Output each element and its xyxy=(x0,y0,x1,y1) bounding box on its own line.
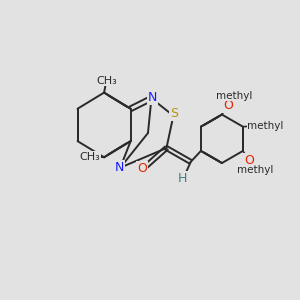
Text: CH₃: CH₃ xyxy=(96,76,117,85)
Text: H: H xyxy=(178,172,187,184)
Text: methyl: methyl xyxy=(216,91,252,100)
Text: O: O xyxy=(223,99,233,112)
Text: O: O xyxy=(244,154,254,167)
Text: methyl: methyl xyxy=(247,121,284,130)
Text: CH₃: CH₃ xyxy=(80,152,100,162)
Text: N: N xyxy=(148,91,157,104)
Text: O: O xyxy=(137,162,147,175)
Text: N: N xyxy=(114,161,124,174)
Text: S: S xyxy=(170,107,178,120)
Text: methyl: methyl xyxy=(237,165,273,175)
Text: O: O xyxy=(249,120,259,133)
